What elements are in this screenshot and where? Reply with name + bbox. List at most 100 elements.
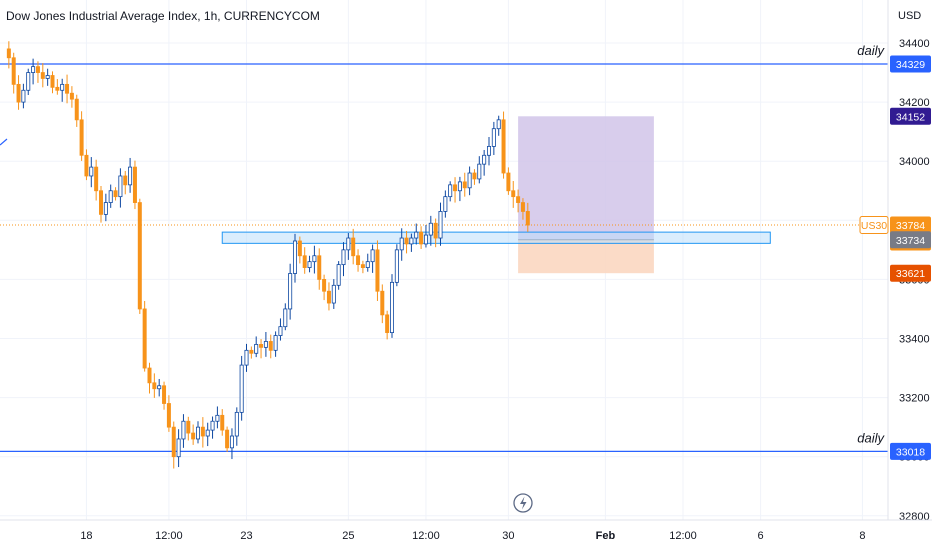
candle-30 [147, 362, 152, 394]
candle-66 [322, 274, 327, 301]
candle-72 [351, 228, 356, 265]
candle-34 [166, 395, 171, 432]
zones [221, 116, 771, 274]
svg-text:US30: US30 [861, 220, 887, 232]
candle-54 [263, 331, 268, 357]
candle-36 [176, 429, 181, 468]
candle-65 [317, 248, 322, 290]
target-zone [518, 116, 654, 240]
candle-9 [45, 68, 50, 86]
time-axis[interactable]: 18 12:00 23 25 12:00 30 Feb 12:00 6 8 [0, 519, 932, 550]
candle-68 [331, 279, 336, 309]
candle-35 [171, 421, 176, 469]
svg-text:34152: 34152 [896, 111, 925, 123]
candle-92 [448, 181, 453, 202]
candle-38 [186, 416, 191, 441]
candle-60 [292, 233, 297, 283]
candle-51 [249, 346, 254, 359]
price-tag-6: 33018 [890, 442, 931, 460]
candle-63 [307, 255, 312, 273]
x-tick-label-6: Feb [596, 530, 616, 542]
flash-icon[interactable] [513, 493, 533, 513]
candle-69 [336, 261, 341, 290]
x-tick-label-3: 25 [342, 530, 354, 542]
price-tag-2: 33784 [890, 216, 931, 234]
candle-75 [365, 253, 370, 272]
candle-2 [11, 52, 16, 94]
x-tick-label-9: 8 [859, 530, 865, 542]
candle-4 [21, 83, 26, 109]
daily-label-0: daily [857, 43, 885, 58]
candle-100 [486, 136, 491, 166]
candle-62 [302, 247, 307, 274]
candle-87 [423, 225, 428, 248]
candle-16 [79, 111, 84, 161]
candle-43 [210, 416, 215, 439]
x-tick-label-8: 6 [758, 530, 764, 542]
candle-94 [457, 176, 462, 202]
candle-25 [123, 170, 128, 195]
candle-74 [360, 260, 365, 274]
candle-93 [453, 177, 458, 203]
candle-71 [346, 233, 351, 260]
candles [6, 41, 530, 469]
x-tick-label-4: 12:00 [412, 530, 440, 542]
candle-40 [195, 421, 200, 444]
y-tick-label-2: 34000 [899, 156, 930, 168]
candle-76 [370, 244, 375, 273]
candle-39 [191, 424, 196, 445]
candle-83 [404, 230, 409, 254]
candle-12 [60, 78, 65, 102]
candle-105 [511, 180, 516, 208]
candle-7 [35, 61, 40, 83]
svg-text:33734: 33734 [896, 235, 925, 247]
candle-3 [16, 75, 21, 110]
candle-103 [501, 111, 506, 179]
symbol-tag: US30 [859, 216, 889, 235]
candle-44 [215, 406, 220, 429]
candle-27 [132, 160, 137, 210]
candle-106 [516, 189, 521, 213]
candle-95 [462, 172, 467, 197]
candle-80 [389, 274, 394, 338]
candle-55 [268, 334, 273, 359]
candle-98 [477, 156, 482, 184]
candle-84 [409, 233, 414, 252]
trendline-stub [0, 138, 8, 146]
x-tick-label-5: 30 [502, 530, 514, 542]
candle-77 [375, 240, 380, 301]
x-tick-label-0: 18 [80, 530, 92, 542]
candle-37 [181, 414, 186, 448]
price-tags: 34329341523378443:23337343362133018US30 [859, 55, 931, 460]
candle-102 [496, 115, 501, 136]
candle-85 [414, 223, 419, 245]
chart-title: Dow Jones Industrial Average Index, 1h, … [6, 9, 320, 23]
candle-59 [288, 263, 293, 320]
candle-41 [200, 417, 205, 448]
candle-47 [229, 428, 234, 460]
grid [0, 0, 888, 520]
x-tick-label-2: 23 [240, 530, 252, 542]
price-tag-5: 33621 [890, 264, 931, 282]
daily-label-1: daily [857, 430, 885, 445]
candle-28 [137, 198, 142, 314]
candle-70 [341, 242, 346, 277]
price-tag-0: 34329 [890, 55, 931, 73]
candle-33 [162, 381, 167, 410]
candle-48 [234, 407, 239, 446]
candle-32 [157, 378, 162, 397]
candle-8 [40, 63, 45, 88]
candle-21 [103, 193, 108, 222]
y-tick-label-0: 34400 [899, 38, 930, 50]
candle-50 [244, 343, 249, 372]
candle-64 [312, 245, 317, 274]
candle-26 [128, 157, 133, 193]
candle-90 [438, 202, 443, 246]
candle-91 [443, 190, 448, 218]
candle-6 [31, 58, 36, 85]
candle-14 [69, 86, 74, 108]
demand-zone [221, 231, 771, 244]
candle-107 [520, 198, 525, 220]
